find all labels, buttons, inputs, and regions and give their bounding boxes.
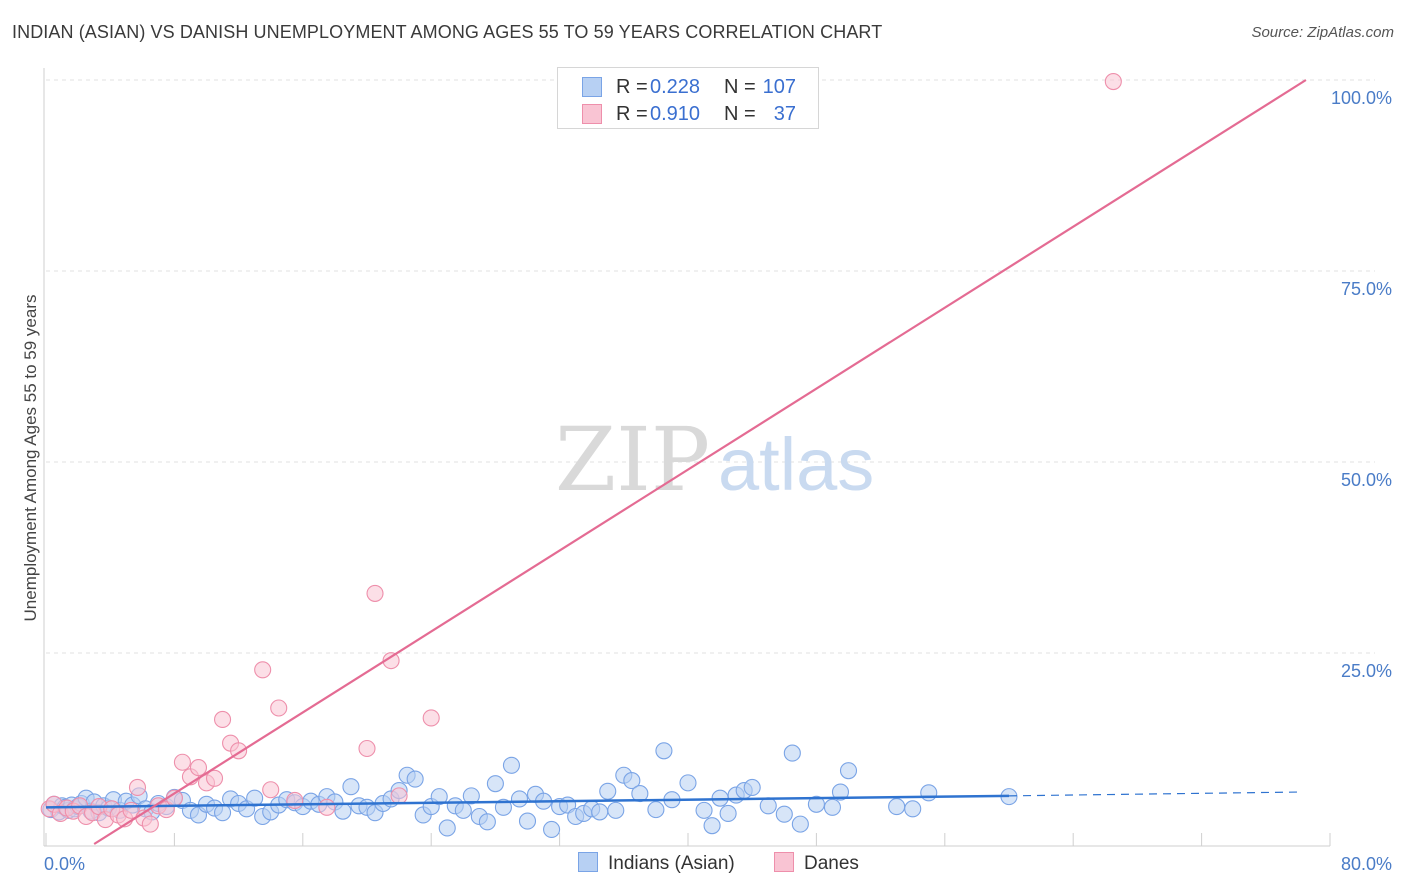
data-point [214,710,232,729]
source-label: Source: ZipAtlas.com [1251,24,1394,41]
axes [43,68,1331,847]
legend-swatch-indians [582,77,602,97]
data-point [831,783,850,801]
data-point [366,584,384,602]
legend-item-indians[interactable]: Indians (Asian) [578,852,735,875]
data-point [791,815,809,833]
data-point [422,709,440,727]
series-legend: Indians (Asian) Danes [0,852,1406,878]
data-point [1104,72,1122,91]
trend-line-danes [93,79,1307,845]
legend-n-label: N = [724,76,756,98]
data-point [607,801,625,819]
legend-n-label: N = [724,103,756,125]
data-point [390,787,408,805]
data-point [679,774,697,792]
data-point [599,782,617,800]
data-point [783,744,801,762]
data-point [743,778,761,797]
data-point [262,781,280,799]
data-point [334,802,352,820]
trend-lines [45,79,1307,845]
data-point [173,753,191,771]
x-tick-label: 80.0% [1341,854,1392,874]
data-point [406,770,424,788]
data-point [286,791,304,810]
legend-r-label: R = [616,103,648,125]
x-tick-label: 0.0% [44,854,85,874]
data-point [189,759,208,777]
data-point [904,800,922,818]
data-point [920,784,938,802]
legend-n-value: 37 [773,103,796,125]
data-point [823,798,842,816]
y-tick-label: 100.0% [1331,88,1392,108]
legend-row-danes: R = 0.910 N = 37 [558,101,818,129]
data-point [486,775,504,793]
data-point [623,772,641,790]
data-point [647,801,665,819]
chart-title: INDIAN (ASIAN) VS DANISH UNEMPLOYMENT AM… [12,22,883,42]
data-point [246,789,264,807]
legend-swatch-danes [774,852,794,872]
data-point [510,790,529,808]
legend-item-danes[interactable]: Danes [774,852,859,875]
watermark-atlas: atlas [718,423,874,506]
data-point [430,788,448,806]
y-axis-label: Unemployment Among Ages 55 to 59 years [21,295,40,622]
legend-r-value: 0.910 [650,103,701,125]
legend-row-indians: R = 0.228 N = 107 [558,74,818,102]
y-tick-label: 50.0% [1341,470,1392,490]
data-point [254,661,272,679]
tick-labels: 25.0% 50.0% 75.0% 100.0% 0.0% 80.0% [44,88,1392,874]
data-point [631,785,649,803]
legend-n-value: 107 [762,76,796,98]
legend-r-value: 0.228 [650,76,701,98]
data-point [839,762,858,780]
data-point [888,798,906,816]
data-point [775,805,793,823]
y-tick-label: 75.0% [1341,279,1392,299]
data-point [591,803,609,821]
data-point [205,769,224,787]
series-danes-points [40,72,1122,833]
data-point [478,813,496,831]
trend-line-indians [45,794,1010,809]
data-point [518,812,537,830]
legend-r-label: R = [616,76,648,98]
data-point [342,778,360,796]
data-point [655,742,673,760]
trend-line-indians-extension [1008,791,1298,797]
data-point [759,797,777,815]
data-point [318,798,336,816]
gridlines [46,79,1375,654]
data-point [128,778,147,797]
legend-swatch-indians [578,852,598,872]
data-point [703,817,721,835]
data-point [454,801,472,819]
data-point [543,820,561,839]
legend-label: Danes [804,853,859,874]
watermark: ZIP atlas [555,408,874,511]
data-point [462,787,480,805]
data-point [358,739,376,758]
data-point [719,804,737,822]
data-point [807,795,825,813]
data-point [695,801,713,819]
watermark-zip: ZIP [555,408,710,511]
legend-swatch-danes [582,104,602,124]
data-point [270,699,288,717]
correlation-legend: R = 0.228 N = 107 R = 0.910 N = 37 [557,67,819,129]
data-point [141,815,159,833]
data-point [494,798,512,816]
data-point [502,756,521,774]
y-tick-label: 25.0% [1341,661,1392,681]
data-point [438,819,456,837]
legend-label: Indians (Asian) [608,853,735,874]
